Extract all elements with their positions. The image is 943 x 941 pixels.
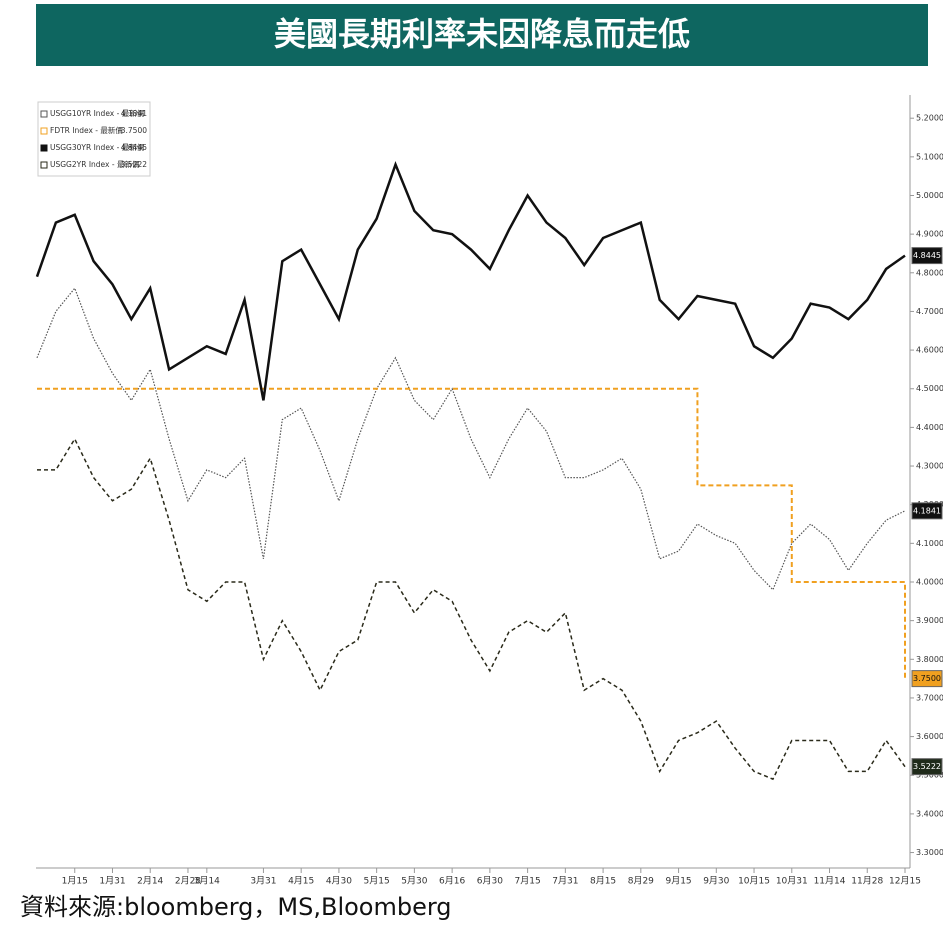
- x-tick-label: 2月14: [137, 876, 163, 887]
- last-value-tag: [911, 247, 943, 265]
- legend-label: USGG30YR Index - 最新價: [50, 142, 145, 152]
- x-tick-label: 11月14: [814, 876, 846, 887]
- legend-swatch: [40, 144, 48, 152]
- last-value-label: 4.8445: [913, 251, 941, 260]
- y-tick-label: 3.5000: [916, 771, 943, 780]
- x-tick-label: 9月15: [665, 876, 691, 887]
- last-value-tag: [911, 670, 943, 688]
- y-tick-label: 3.4000: [916, 809, 943, 818]
- x-tick-label: 1月31: [99, 876, 125, 887]
- last-value-label: 3.5222: [913, 762, 941, 771]
- y-tick-label: 3.6000: [916, 732, 943, 741]
- last-value-tag: [911, 502, 943, 520]
- x-tick-label: 4月15: [288, 876, 314, 887]
- x-tick-label: 4月30: [326, 876, 352, 887]
- x-tick-label: 6月16: [439, 876, 465, 887]
- y-tick-label: 4.7000: [916, 307, 943, 316]
- x-tick-label: 7月15: [515, 876, 541, 887]
- series-line: [35, 161, 906, 401]
- legend-value: 3.5222: [121, 160, 147, 169]
- y-tick-label: 4.9000: [916, 230, 943, 239]
- last-value-tag: [911, 758, 943, 776]
- y-tick-label: 4.6000: [916, 346, 943, 355]
- legend-value: 3.7500: [121, 126, 147, 135]
- y-tick-label: 3.9000: [916, 616, 943, 625]
- x-tick-label: 5月30: [401, 876, 427, 887]
- legend-swatch: [40, 110, 48, 118]
- legend-label: USGG2YR Index - 最新價: [50, 159, 140, 169]
- y-tick-label: 5.0000: [916, 191, 943, 200]
- legend-swatch: [40, 161, 48, 169]
- x-tick-label: 10月31: [776, 876, 808, 887]
- y-tick-label: 4.3000: [916, 462, 943, 471]
- y-tick-label: 4.5000: [916, 384, 943, 393]
- x-tick-label: 2月28: [175, 876, 201, 887]
- x-tick-label: 6月30: [477, 876, 503, 887]
- x-tick-label: 8月29: [628, 876, 654, 887]
- y-tick-label: 4.8000: [916, 268, 943, 277]
- x-tick-label: 8月15: [590, 876, 616, 887]
- legend-label: USGG10YR Index - 最新價: [50, 108, 145, 118]
- x-tick-label: 3月14: [194, 876, 220, 887]
- x-tick-label: 10月15: [738, 876, 770, 887]
- y-tick-label: 3.3000: [916, 848, 943, 857]
- last-value-label: 3.7500: [913, 674, 941, 683]
- x-tick-label: 5月15: [364, 876, 390, 887]
- legend-label: FDTR Index - 最新價: [50, 125, 123, 135]
- y-tick-label: 5.1000: [916, 152, 943, 161]
- chart-title: 美國長期利率未因降息而走低: [274, 15, 690, 53]
- series-line: [36, 287, 906, 591]
- x-tick-label: 1月15: [62, 876, 88, 887]
- x-tick-label: 12月15: [889, 876, 921, 887]
- y-tick-label: 5.2000: [916, 114, 943, 123]
- series-line: [37, 437, 906, 781]
- y-tick-label: 4.1000: [916, 539, 943, 548]
- legend-value: 4.1841: [121, 109, 147, 118]
- legend-swatch: [40, 127, 48, 135]
- series-line: [37, 387, 906, 679]
- title-bar: [36, 4, 928, 66]
- y-tick-label: 4.4000: [916, 423, 943, 432]
- legend-value: 4.8445: [121, 143, 147, 152]
- y-tick-label: 3.8000: [916, 655, 943, 664]
- x-tick-label: 3月31: [250, 876, 276, 887]
- y-tick-label: 4.0000: [916, 577, 943, 586]
- last-value-label: 4.1841: [913, 506, 941, 515]
- x-tick-label: 7月31: [552, 876, 578, 887]
- y-tick-label: 3.7000: [916, 693, 943, 702]
- legend-box: [37, 101, 151, 177]
- x-tick-label: 9月30: [703, 876, 729, 887]
- x-tick-label: 11月28: [851, 876, 883, 887]
- source: 資料來源:bloomberg，MS,Bloomberg: [20, 893, 452, 921]
